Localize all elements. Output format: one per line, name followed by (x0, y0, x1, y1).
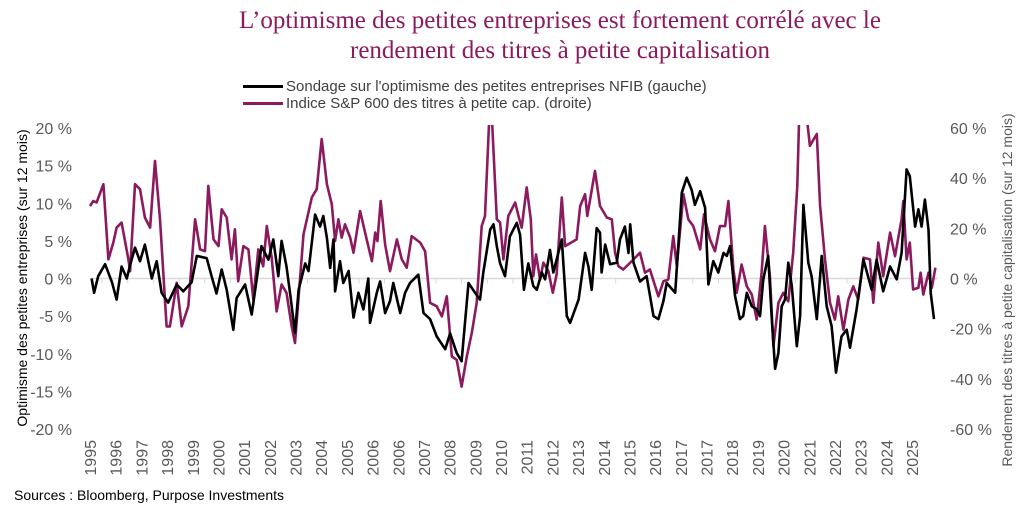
y-left-tick-label: 15 % (36, 159, 72, 176)
x-tick-label: 2022 (828, 440, 845, 476)
x-tick-label: 2016 (648, 440, 665, 476)
x-tick-label: 2024 (879, 440, 896, 476)
x-tick-label: 2007 (417, 440, 434, 476)
x-tick-label: 2014 (597, 440, 614, 476)
x-tick-label: 2012 (545, 440, 562, 476)
y-right-tick-label: 20 % (950, 221, 986, 238)
x-tick-label: 2015 (622, 440, 639, 476)
plot-area (88, 125, 937, 388)
x-tick-label: 2025 (905, 440, 922, 476)
series-nfib-line (90, 168, 936, 374)
y-left-tick-label: 10 % (36, 196, 72, 213)
axes: 20 % 15 % 10 % 5 % 0 % -5 % -10 % -15 % -20 % 60 … (30, 121, 992, 476)
x-tick-label: 2004 (314, 440, 331, 476)
x-tick-label: 1995 (83, 440, 100, 476)
y-right-tick-label: 60 % (950, 121, 986, 138)
x-tick-label: 2009 (468, 440, 485, 476)
y-right-tick-label: -60 % (950, 422, 992, 439)
x-tick-label: 2018 (725, 440, 742, 476)
y-axis-left-title: Optimisme des petites entreprises (sur 1… (14, 129, 30, 426)
legend-swatch-nfib (243, 85, 283, 88)
y-right-tick-label: 40 % (950, 171, 986, 188)
x-tick-label: 2013 (571, 440, 588, 476)
y-left-tick-label: 20 % (36, 121, 72, 138)
x-tick-label: 2008 (443, 440, 460, 476)
y-left-tick-label: -5 % (39, 309, 72, 326)
x-tick-label: 2023 (854, 440, 871, 476)
y-right-tick-label: -40 % (950, 372, 992, 389)
x-tick-label: 2017 (700, 440, 717, 476)
x-tick-label: 2006 (391, 440, 408, 476)
x-tick-label: 2005 (340, 440, 357, 476)
legend-label-sp600: Indice S&P 600 des titres à petite cap. … (286, 95, 592, 112)
x-tick-label: 2020 (777, 440, 794, 476)
x-tick-label: 2001 (237, 440, 254, 476)
y-left-tick-label: -20 % (30, 422, 72, 439)
chart-title-line-2: rendement des titres à petite capitalisa… (350, 37, 770, 64)
y-left-tick-label: 0 % (44, 272, 72, 289)
x-tick-label: 2010 (494, 440, 511, 476)
x-tick-label: 2019 (751, 440, 768, 476)
y-right-tick-label: 0 % (950, 272, 978, 289)
chart-title-line-1: L’optimisme des petites entreprises est … (239, 7, 881, 34)
source-note: Sources : Bloomberg, Purpose Investments (14, 487, 285, 503)
y-left-tick-label: -15 % (30, 384, 72, 401)
x-tick-label: 1999 (186, 440, 203, 476)
x-tick-label: 2006 (366, 440, 383, 476)
legend-swatch-sp600 (243, 102, 283, 105)
x-tick-label: 2011 (520, 440, 537, 475)
x-tick-label: 2000 (211, 440, 228, 476)
legend-item-sp600: Indice S&P 600 des titres à petite cap. … (243, 95, 592, 112)
y-left-tick-label: -10 % (30, 347, 72, 364)
y-left-tick-label: 5 % (44, 234, 72, 251)
x-tick-label: 2021 (802, 440, 819, 476)
x-tick-label: 2017 (674, 440, 691, 476)
legend-label-nfib: Sondage sur l'optimisme des petites entr… (286, 78, 707, 95)
x-tick-label: 2003 (289, 440, 306, 476)
x-tick-label: 2002 (263, 440, 280, 476)
legend-item-nfib: Sondage sur l'optimisme des petites entr… (243, 78, 707, 95)
series-sp600-line (88, 125, 937, 388)
x-tick-label: 1996 (109, 440, 126, 476)
y-right-tick-label: -20 % (950, 322, 992, 339)
x-tick-label: 1997 (134, 440, 151, 476)
y-axis-right-title: Rendement des titres à petite capitalisa… (999, 113, 1015, 466)
x-tick-label: 1998 (160, 440, 177, 476)
